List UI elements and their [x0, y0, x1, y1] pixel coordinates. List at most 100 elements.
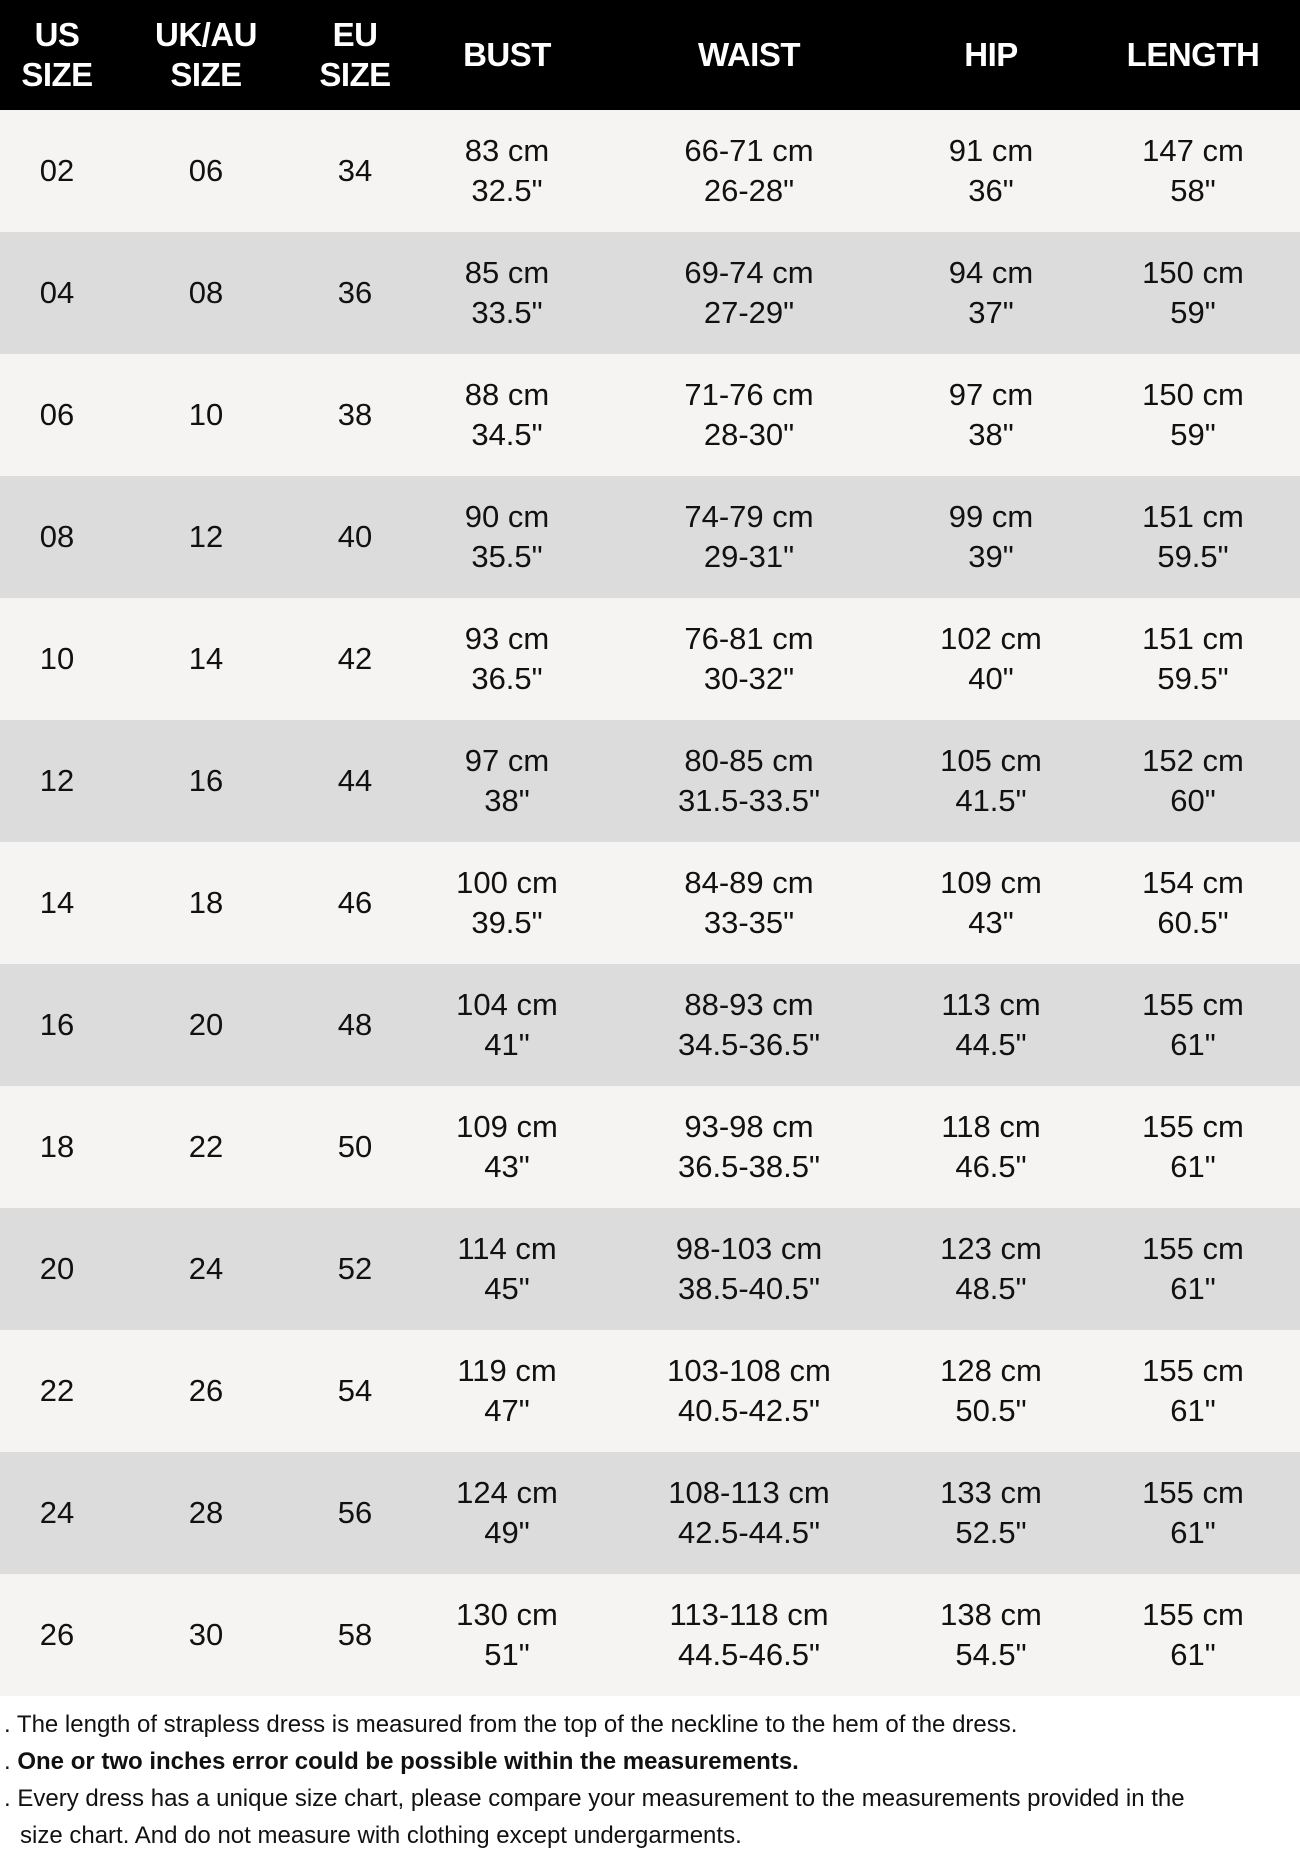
cell-us-size: 06	[39, 397, 75, 432]
value-cm: 150 cm	[1142, 377, 1244, 412]
value-cm: 133 cm	[940, 1475, 1042, 1510]
value-inches: 46.5"	[955, 1149, 1027, 1184]
value-cm: 69-74 cm	[684, 255, 814, 290]
cell-waist: 93-98 cm 36.5-38.5"	[602, 1086, 896, 1208]
cell-bust: 93 cm 36.5"	[412, 598, 602, 720]
header-text: BUST	[463, 36, 551, 73]
value-inches: 41.5"	[955, 783, 1027, 818]
header-text: UK/AU	[155, 16, 258, 53]
value-cm: 155 cm	[1142, 987, 1244, 1022]
header-text: SIZE	[21, 56, 93, 93]
value-cm: 114 cm	[457, 1231, 557, 1266]
table-row: 24 28 56 124 cm 49" 108-113 cm 42.5-44.5" 133 c…	[0, 1452, 1300, 1574]
cell-uk-au-size: 14	[188, 641, 224, 676]
header-waist: WAIST	[602, 0, 896, 110]
cell-uk-au-size: 30	[188, 1617, 224, 1652]
cell-bust: 100 cm 39.5"	[412, 842, 602, 964]
bullet: .	[4, 1785, 11, 1812]
value-inches: 28-30"	[703, 417, 795, 452]
value-inches: 61"	[1170, 1027, 1216, 1062]
value-cm: 93-98 cm	[684, 1109, 814, 1144]
cell-eu-size: 56	[337, 1495, 373, 1530]
value-cm: 105 cm	[940, 743, 1042, 778]
value-inches: 52.5"	[955, 1515, 1027, 1550]
value-inches: 40.5-42.5"	[678, 1393, 820, 1428]
value-cm: 90 cm	[464, 499, 550, 534]
note-3-cont: size chart. And do not measure with clot…	[20, 1822, 742, 1849]
value-inches: 60"	[1170, 783, 1216, 818]
value-inches: 34.5-36.5"	[678, 1027, 820, 1062]
value-cm: 104 cm	[456, 987, 558, 1022]
cell-waist: 80-85 cm 31.5-33.5"	[602, 720, 896, 842]
value-cm: 66-71 cm	[684, 133, 814, 168]
header-us-size: US SIZE	[0, 0, 114, 110]
note-text: Every dress has a unique size chart, ple…	[17, 1785, 1185, 1812]
cell-length: 155 cm 61"	[1086, 1452, 1300, 1574]
value-inches: 35.5"	[471, 539, 543, 574]
cell-bust: 114 cm 45"	[412, 1208, 602, 1330]
value-cm: 99 cm	[948, 499, 1034, 534]
cell-eu-size: 38	[337, 397, 373, 432]
cell-us-size: 20	[39, 1251, 75, 1286]
value-inches: 45"	[484, 1271, 530, 1306]
note-text: One or two inches error could be possibl…	[17, 1748, 799, 1775]
value-cm: 109 cm	[940, 865, 1042, 900]
cell-waist: 71-76 cm 28-30"	[602, 354, 896, 476]
cell-eu-size: 54	[337, 1373, 373, 1408]
value-cm: 80-85 cm	[684, 743, 814, 778]
value-inches: 54.5"	[955, 1637, 1027, 1672]
value-inches: 39"	[968, 539, 1014, 574]
cell-waist: 103-108 cm 40.5-42.5"	[602, 1330, 896, 1452]
header-row: US SIZE UK/AU SIZE EU SIZE BUST WAIST HIP LENGTH	[0, 0, 1300, 110]
value-inches: 58"	[1170, 173, 1216, 208]
value-cm: 91 cm	[948, 133, 1034, 168]
value-cm: 97 cm	[948, 377, 1034, 412]
cell-length: 154 cm 60.5"	[1086, 842, 1300, 964]
value-inches: 38"	[484, 783, 530, 818]
cell-us-size: 12	[39, 763, 75, 798]
cell-hip: 94 cm 37"	[896, 232, 1086, 354]
value-cm: 113 cm	[941, 987, 1041, 1022]
value-cm: 93 cm	[464, 621, 550, 656]
header-text: EU	[332, 16, 378, 53]
value-cm: 97 cm	[464, 743, 550, 778]
value-cm: 128 cm	[940, 1353, 1042, 1388]
table-row: 22 26 54 119 cm 47" 103-108 cm 40.5-42.5" 128 c…	[0, 1330, 1300, 1452]
table-row: 18 22 50 109 cm 43" 93-98 cm 36.5-38.5" 118 cm 4…	[0, 1086, 1300, 1208]
cell-eu-size: 52	[337, 1251, 373, 1286]
note-3: . Every dress has a unique size chart, p…	[4, 1780, 1300, 1817]
cell-us-size: 18	[39, 1129, 75, 1164]
cell-eu-size: 36	[337, 275, 373, 310]
cell-bust: 85 cm 33.5"	[412, 232, 602, 354]
cell-hip: 118 cm 46.5"	[896, 1086, 1086, 1208]
cell-waist: 88-93 cm 34.5-36.5"	[602, 964, 896, 1086]
value-cm: 155 cm	[1142, 1597, 1244, 1632]
value-cm: 155 cm	[1142, 1475, 1244, 1510]
cell-length: 155 cm 61"	[1086, 964, 1300, 1086]
cell-length: 150 cm 59"	[1086, 232, 1300, 354]
value-inches: 38.5-40.5"	[678, 1271, 820, 1306]
table-row: 26 30 58 130 cm 51" 113-118 cm 44.5-46.5" 138 c…	[0, 1574, 1300, 1696]
cell-bust: 124 cm 49"	[412, 1452, 602, 1574]
cell-waist: 108-113 cm 42.5-44.5"	[602, 1452, 896, 1574]
value-cm: 98-103 cm	[675, 1231, 823, 1266]
header-text: SIZE	[319, 56, 391, 93]
cell-waist: 98-103 cm 38.5-40.5"	[602, 1208, 896, 1330]
value-inches: 33.5"	[471, 295, 543, 330]
cell-eu-size: 44	[337, 763, 373, 798]
cell-eu-size: 58	[337, 1617, 373, 1652]
cell-us-size: 14	[39, 885, 75, 920]
cell-us-size: 24	[39, 1495, 75, 1530]
table-row: 02 06 34 83 cm 32.5" 66-71 cm 26-28" 91 cm 36" 14…	[0, 110, 1300, 232]
cell-uk-au-size: 16	[188, 763, 224, 798]
value-cm: 138 cm	[940, 1597, 1042, 1632]
cell-length: 155 cm 61"	[1086, 1330, 1300, 1452]
value-cm: 94 cm	[948, 255, 1034, 290]
value-inches: 40"	[968, 661, 1014, 696]
cell-hip: 105 cm 41.5"	[896, 720, 1086, 842]
value-cm: 100 cm	[456, 865, 558, 900]
cell-length: 151 cm 59.5"	[1086, 476, 1300, 598]
cell-uk-au-size: 12	[188, 519, 224, 554]
cell-us-size: 04	[39, 275, 75, 310]
value-cm: 155 cm	[1142, 1231, 1244, 1266]
